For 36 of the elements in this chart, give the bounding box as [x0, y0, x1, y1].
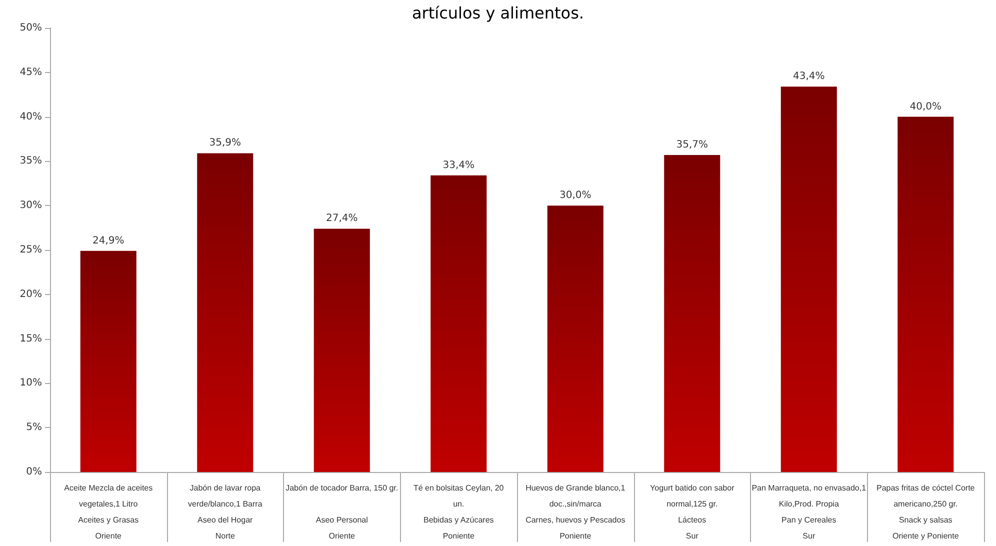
data-label: 43,4%: [792, 71, 825, 82]
category-label: Jabón de tocador Barra, 150 gr. Aseo Personal Oriente: [286, 484, 398, 540]
bar: [314, 228, 370, 472]
x-tick-label: Papas fritas de cóctel Corte americano,250 gr. Snack y salsas Oriente y Poniente: [876, 484, 976, 540]
data-label: 33,4%: [442, 160, 475, 171]
bar: [80, 250, 136, 472]
bar: [780, 86, 837, 472]
y-tick-label: 30%: [20, 200, 42, 212]
bar: [664, 154, 720, 472]
bar: [430, 175, 487, 472]
x-tick-label: Jabón de lavar ropa verde/blanco,1 Barra Aseo del Hogar Norte: [188, 484, 263, 540]
y-tick-label: 40%: [20, 111, 42, 122]
x-tick-label: Té en bolsitas Ceylan, 20 un. Bebidas y Azúcares Poniente: [413, 484, 504, 540]
x-tick-label: Yogurt batido con sabor normal,125 gr. Lácteos Sur: [650, 484, 735, 540]
x-tick-label: Huevos de Grande blanco,1 doc.,sin/marca Carnes, huevos y Pescados Poniente: [526, 484, 626, 540]
data-label: 30,0%: [559, 190, 592, 202]
y-tick-label: 10%: [20, 378, 42, 389]
y-tick-label: 35%: [20, 156, 42, 167]
y-tick-label: 20%: [20, 288, 42, 300]
x-tick-label: Pan Marraqueta, no envasado,1 Kilo,Prod. Propia Pan y Cereales Sur: [752, 484, 867, 540]
y-tick-label: 15%: [20, 333, 42, 344]
y-tick-label: 50%: [20, 22, 42, 34]
y-tick-label: 25%: [20, 244, 42, 256]
y-tick-label: 45%: [20, 66, 42, 78]
y-tick-label: 0%: [26, 466, 42, 478]
y-tick-label: 5%: [26, 422, 42, 434]
data-label: 27,4%: [326, 213, 358, 224]
bar: [547, 206, 604, 472]
bar: [197, 153, 254, 472]
data-label: 40,0%: [910, 101, 942, 112]
chart-title: artículos y alimentos.: [412, 4, 584, 22]
bar: [898, 116, 954, 472]
data-label: 35,9%: [209, 138, 242, 149]
x-tick-label: Aceite Mezcla de aceites vegetales,1 Litro Aceites y Grasas Oriente: [64, 484, 153, 540]
data-label: 35,7%: [676, 139, 708, 150]
data-label: 24,9%: [92, 235, 124, 246]
